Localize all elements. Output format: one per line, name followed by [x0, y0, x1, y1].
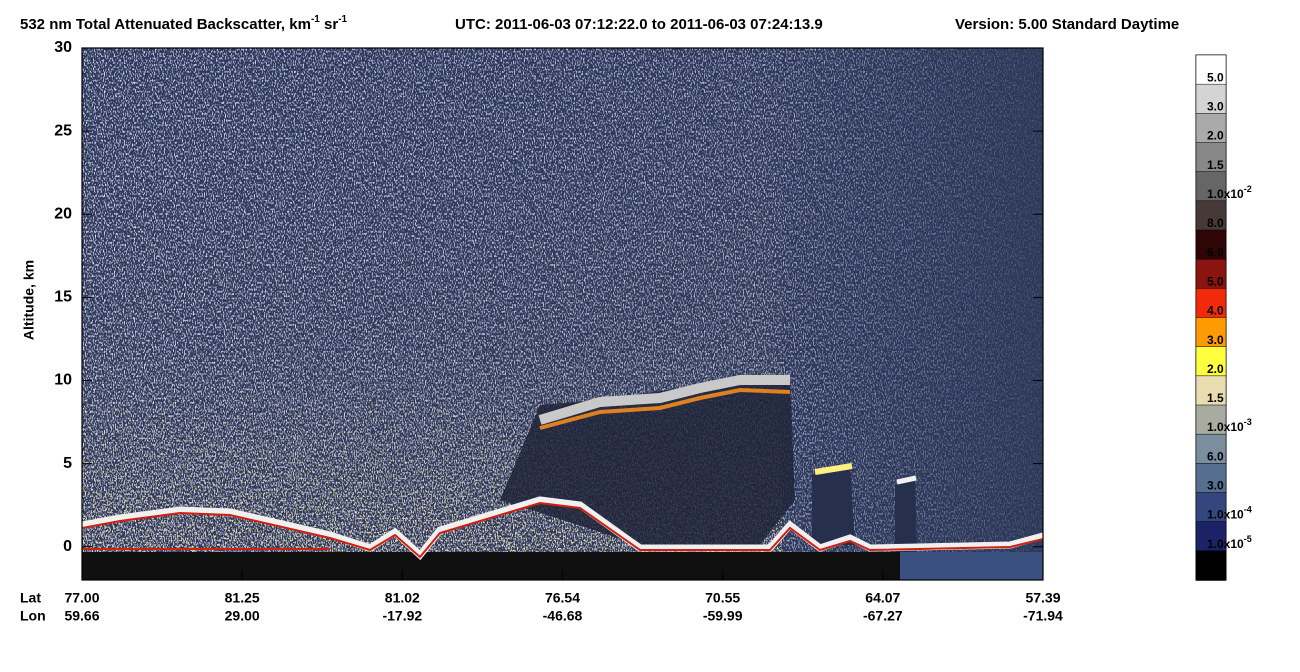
- version: Version: 5.00 Standard Daytime: [955, 16, 1179, 33]
- colorbar-label: 3.0: [1207, 333, 1224, 347]
- x-tick-label: 29.00: [225, 608, 260, 624]
- colorbar-label: 5.0: [1207, 275, 1224, 289]
- x-tick-label: -46.68: [543, 608, 583, 624]
- colorbar-label: 4.0: [1207, 304, 1224, 318]
- x-tick-label: -59.99: [703, 608, 743, 624]
- y-tick-label: 5: [63, 455, 72, 472]
- colorbar-label: 6.0: [1207, 450, 1224, 464]
- colorbar-label: 5.0: [1207, 70, 1224, 84]
- y-tick-label: 20: [54, 205, 72, 222]
- x-tick-label: 57.39: [1025, 590, 1060, 606]
- x-row-label: Lat: [20, 590, 41, 606]
- colorbar-swatch: [1195, 492, 1227, 523]
- x-tick-label: 81.25: [225, 590, 260, 606]
- x-tick-label: -67.27: [863, 608, 903, 624]
- colorbar-swatch: [1195, 171, 1227, 202]
- x-tick-label: 77.00: [64, 590, 99, 606]
- backscatter-image: [82, 48, 1043, 580]
- colorbar-label-part: -2: [1244, 184, 1252, 194]
- title-part: 532 nm Total Attenuated Backscatter, km: [20, 16, 311, 33]
- colorbar-label: 2.0: [1207, 129, 1224, 143]
- colorbar-swatch: [1195, 404, 1227, 435]
- colorbar-label: 1.0x10-2: [1207, 184, 1252, 201]
- colorbar-swatch: [1195, 83, 1227, 115]
- title-part: sr: [320, 16, 339, 33]
- title-part: -1: [338, 14, 347, 25]
- colorbar-label: 6.0: [1207, 245, 1224, 259]
- colorbar-label: 1.0x10-3: [1207, 418, 1252, 435]
- x-row-label: Lon: [20, 608, 46, 624]
- colorbar-label-part: 1.0x10: [1207, 537, 1244, 551]
- utc-range: UTC: 2011-06-03 07:12:22.0 to 2011-06-03…: [455, 16, 823, 33]
- colorbar-swatch: [1195, 521, 1227, 552]
- colorbar-swatch: [1195, 375, 1227, 406]
- x-tick-label: 64.07: [865, 590, 900, 606]
- colorbar-label: 1.0x10-4: [1207, 505, 1252, 522]
- colorbar-swatch: [1195, 550, 1227, 581]
- colorbar-label: 3.0: [1207, 100, 1224, 114]
- colorbar-swatch: [1195, 54, 1227, 85]
- x-tick-label: 59.66: [64, 608, 99, 624]
- colorbar-swatch: [1195, 113, 1227, 144]
- colorbar-label-part: -5: [1244, 534, 1252, 544]
- y-tick-label: 25: [54, 122, 72, 139]
- colorbar-swatch: [1195, 142, 1227, 173]
- y-tick-label: 30: [54, 39, 72, 56]
- colorbar-label: 8.0: [1207, 216, 1224, 230]
- colorbar-label: 1.5: [1207, 391, 1224, 405]
- colorbar-swatch: [1195, 229, 1227, 260]
- y-tick-label: 10: [54, 372, 72, 389]
- chart-title: 532 nm Total Attenuated Backscatter, km-…: [20, 14, 348, 33]
- colorbar-label-part: 1.0x10: [1207, 420, 1244, 434]
- colorbar-swatch: [1195, 463, 1227, 494]
- y-axis-label: Altitude, km: [21, 260, 37, 340]
- colorbar-swatch: [1195, 258, 1227, 290]
- colorbar-label: 1.0x10-5: [1207, 534, 1252, 551]
- y-tick-label: 15: [54, 289, 72, 306]
- colorbar-label: 1.5: [1207, 158, 1224, 172]
- colorbar-swatch: [1195, 288, 1227, 319]
- colorbar-label-part: -3: [1244, 418, 1252, 428]
- colorbar-label: 3.0: [1207, 479, 1224, 493]
- x-tick-label: 76.54: [545, 590, 580, 606]
- x-tick-label: 70.55: [705, 590, 740, 606]
- colorbar-swatch: [1195, 346, 1227, 377]
- colorbar-swatch: [1195, 200, 1227, 231]
- colorbar-swatch: [1195, 317, 1227, 348]
- x-tick-label: 81.02: [385, 590, 420, 606]
- colorbar-swatch: [1195, 433, 1227, 465]
- x-tick-label: -71.94: [1023, 608, 1063, 624]
- colorbar-label-part: -4: [1244, 505, 1252, 515]
- colorbar-label-part: 1.0x10: [1207, 187, 1244, 201]
- title-part: -1: [311, 14, 320, 25]
- colorbar-label-part: 1.0x10: [1207, 508, 1244, 522]
- y-tick-label: 0: [63, 538, 72, 555]
- colorbar-label: 2.0: [1207, 362, 1224, 376]
- x-tick-label: -17.92: [382, 608, 422, 624]
